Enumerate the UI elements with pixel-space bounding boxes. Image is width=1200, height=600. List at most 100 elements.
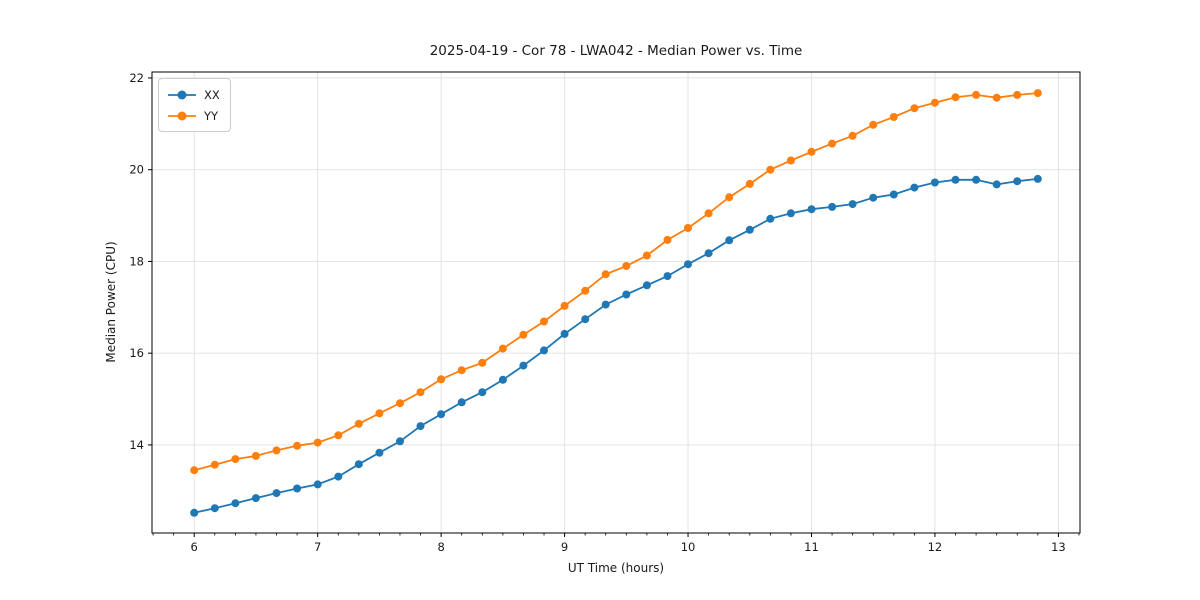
series-yy-point xyxy=(807,147,816,156)
series-xx-point xyxy=(848,200,857,209)
plot-border xyxy=(151,71,1081,534)
series-yy-point xyxy=(437,375,446,384)
series-yy-point xyxy=(478,358,487,367)
chart-title: 2025-04-19 - Cor 78 - LWA042 - Median Po… xyxy=(429,43,803,59)
series-xx-point xyxy=(725,236,734,245)
x-tick-label: 10 xyxy=(681,540,696,554)
series-yy-point xyxy=(622,262,631,270)
series-yy-point xyxy=(272,446,281,455)
series-yy-point xyxy=(786,156,795,165)
series-yy-point xyxy=(951,93,960,102)
series-yy-point xyxy=(540,317,548,326)
series-xx-point xyxy=(663,272,672,281)
series-yy-point xyxy=(519,330,528,339)
series-xx-point xyxy=(334,472,343,481)
series-xx-point xyxy=(704,249,713,258)
series-yy-point xyxy=(663,235,672,244)
x-axis-label: UT Time (hours) xyxy=(567,561,665,575)
series-yy-point xyxy=(642,251,651,260)
series-xx-point xyxy=(1013,177,1022,186)
series-yy-point xyxy=(457,366,466,375)
series-xx-point xyxy=(745,225,754,234)
series-yy-point xyxy=(1013,90,1022,99)
series-yy-point xyxy=(190,466,199,475)
x-tick-label: 12 xyxy=(928,540,943,554)
legend-line-marker-xx-icon xyxy=(168,90,196,99)
series-xx-point xyxy=(375,448,384,457)
series-yy-point xyxy=(210,460,219,469)
series-xx-point xyxy=(519,361,528,370)
series-yy-point xyxy=(1033,89,1042,98)
series-xx-point xyxy=(478,388,487,397)
series-xx-point xyxy=(581,315,590,324)
series-yy-point xyxy=(848,131,857,140)
series-yy-line xyxy=(193,92,1038,472)
series-yy-point xyxy=(581,286,590,295)
series-xx-point xyxy=(313,480,322,489)
series-xx-point xyxy=(210,504,219,513)
series-yy-point xyxy=(930,98,939,107)
series-xx-point xyxy=(889,190,898,199)
series-yy-point xyxy=(745,179,754,188)
series-yy-point xyxy=(704,209,713,218)
series-xx-point xyxy=(416,422,425,431)
series-xx-point xyxy=(293,484,302,493)
series-yy-point xyxy=(766,165,775,174)
series-yy-point xyxy=(601,270,610,279)
series-yy-point xyxy=(910,104,919,113)
series-xx-point xyxy=(560,329,569,338)
series-yy-point xyxy=(375,409,384,418)
series-yy-point xyxy=(251,451,260,460)
series-xx-point xyxy=(930,178,939,187)
series-xx-point xyxy=(622,290,631,299)
series-xx-point xyxy=(498,375,507,384)
series-xx-point xyxy=(642,281,651,290)
series-yy-point xyxy=(396,399,404,408)
series-xx-point xyxy=(540,346,548,355)
series-xx-point xyxy=(251,494,260,503)
series-xx-point xyxy=(910,183,919,192)
series-xx-point xyxy=(601,300,610,309)
series-xx-point xyxy=(972,175,981,184)
series-xx-point xyxy=(828,202,837,211)
y-tick-label: 20 xyxy=(129,163,144,177)
legend-label-xx: XX xyxy=(204,87,220,102)
y-axis-label: Median Power (CPU) xyxy=(104,241,118,363)
x-tick-label: 8 xyxy=(437,540,444,554)
series-xx-point xyxy=(396,437,404,446)
series-yy-point xyxy=(725,193,734,202)
x-tick-label: 11 xyxy=(804,540,819,554)
series-xx-point xyxy=(1033,174,1042,183)
x-tick-label: 6 xyxy=(191,540,198,554)
series-xx-point xyxy=(272,489,281,498)
series-xx-point xyxy=(786,209,795,218)
legend-line-marker-yy-icon xyxy=(168,111,196,120)
series-yy-point xyxy=(992,93,1001,102)
series-xx-point xyxy=(457,398,466,407)
y-tick-label: 14 xyxy=(129,438,144,452)
series-xx-point xyxy=(190,508,199,517)
legend-item-yy: YY xyxy=(167,105,220,126)
y-tick-label: 18 xyxy=(129,254,144,268)
legend-item-xx: XX xyxy=(167,84,220,105)
series-xx-point xyxy=(437,410,446,419)
legend-label-yy: YY xyxy=(204,108,219,123)
series-yy-point xyxy=(354,419,363,428)
x-tick-label: 7 xyxy=(314,540,321,554)
legend: XX YY xyxy=(158,78,231,132)
series-xx-point xyxy=(992,180,1001,189)
series-xx-point xyxy=(807,205,816,214)
series-yy-point xyxy=(293,441,302,450)
y-tick-label: 22 xyxy=(129,71,144,85)
series-yy-point xyxy=(560,301,569,310)
x-tick-label: 13 xyxy=(1051,540,1066,554)
series-xx-point xyxy=(354,460,363,469)
series-yy-point xyxy=(828,139,837,148)
series-xx-point xyxy=(951,175,960,184)
series-yy-point xyxy=(684,224,692,232)
series-xx-point xyxy=(684,260,692,269)
series-yy-point xyxy=(416,388,425,397)
series-xx-point xyxy=(869,193,878,202)
